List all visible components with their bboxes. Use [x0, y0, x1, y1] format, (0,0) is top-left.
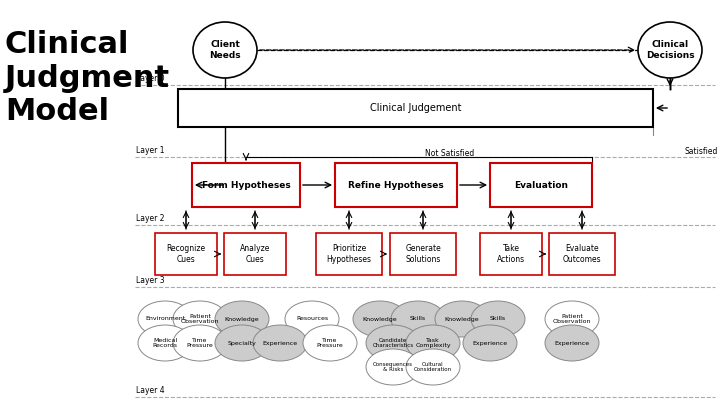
FancyBboxPatch shape — [192, 163, 300, 207]
Text: Prioritize
Hypotheses: Prioritize Hypotheses — [326, 244, 372, 264]
Text: Knowledge: Knowledge — [363, 316, 397, 322]
Ellipse shape — [406, 349, 460, 385]
Text: Experience: Experience — [554, 341, 590, 345]
Text: Layer 3: Layer 3 — [136, 276, 165, 285]
Text: Consequences
& Risks: Consequences & Risks — [373, 362, 413, 373]
Text: Client
Needs: Client Needs — [210, 40, 240, 60]
Text: Experience: Experience — [472, 341, 508, 345]
FancyBboxPatch shape — [390, 233, 456, 275]
Text: Evaluation: Evaluation — [514, 181, 568, 190]
Text: Patient
Observation: Patient Observation — [181, 313, 220, 324]
Text: Skills: Skills — [490, 316, 506, 322]
FancyBboxPatch shape — [335, 163, 457, 207]
Ellipse shape — [406, 325, 460, 361]
Text: Refine Hypotheses: Refine Hypotheses — [348, 181, 444, 190]
Ellipse shape — [215, 301, 269, 337]
Text: Experience: Experience — [262, 341, 297, 345]
Text: Take
Actions: Take Actions — [497, 244, 525, 264]
Text: Layer 0: Layer 0 — [136, 74, 165, 83]
Ellipse shape — [435, 301, 489, 337]
Ellipse shape — [545, 325, 599, 361]
Ellipse shape — [638, 22, 702, 78]
Text: Environment: Environment — [145, 316, 185, 322]
Text: Evaluate
Outcomes: Evaluate Outcomes — [563, 244, 601, 264]
Text: Task
Complexity: Task Complexity — [415, 338, 451, 348]
Ellipse shape — [215, 325, 269, 361]
Ellipse shape — [463, 325, 517, 361]
Text: Knowledge: Knowledge — [225, 316, 259, 322]
Ellipse shape — [138, 301, 192, 337]
Ellipse shape — [285, 301, 339, 337]
Text: Clinical Judgement: Clinical Judgement — [370, 103, 462, 113]
Text: Layer 1: Layer 1 — [136, 146, 164, 155]
FancyBboxPatch shape — [549, 233, 615, 275]
FancyBboxPatch shape — [480, 233, 542, 275]
FancyBboxPatch shape — [316, 233, 382, 275]
Text: Layer 2: Layer 2 — [136, 214, 164, 223]
Text: Patient
Observation: Patient Observation — [553, 313, 591, 324]
Text: Generate
Solutions: Generate Solutions — [405, 244, 441, 264]
FancyBboxPatch shape — [224, 233, 286, 275]
Text: Satisfied: Satisfied — [685, 147, 718, 156]
Ellipse shape — [193, 22, 257, 78]
Text: Recognize
Cues: Recognize Cues — [166, 244, 206, 264]
Ellipse shape — [353, 301, 407, 337]
Text: Analyze
Cues: Analyze Cues — [240, 244, 270, 264]
Ellipse shape — [303, 325, 357, 361]
Text: Time
Pressure: Time Pressure — [317, 338, 343, 348]
Text: Knowledge: Knowledge — [445, 316, 480, 322]
Text: Resources: Resources — [296, 316, 328, 322]
Ellipse shape — [253, 325, 307, 361]
Text: Not Satisfied: Not Satisfied — [426, 149, 474, 158]
FancyBboxPatch shape — [178, 89, 653, 127]
Ellipse shape — [545, 301, 599, 337]
Text: Time
Pressure: Time Pressure — [186, 338, 213, 348]
Ellipse shape — [173, 301, 227, 337]
Text: Cultural
Consideration: Cultural Consideration — [414, 362, 452, 373]
Text: Specialty: Specialty — [228, 341, 256, 345]
Text: Clinical
Judgment
Model: Clinical Judgment Model — [5, 30, 170, 126]
Ellipse shape — [366, 325, 420, 361]
Text: Medical
Records: Medical Records — [153, 338, 178, 348]
FancyBboxPatch shape — [490, 163, 592, 207]
Text: Skills: Skills — [410, 316, 426, 322]
Text: Form Hypotheses: Form Hypotheses — [202, 181, 290, 190]
Ellipse shape — [173, 325, 227, 361]
Ellipse shape — [366, 349, 420, 385]
Ellipse shape — [391, 301, 445, 337]
Ellipse shape — [138, 325, 192, 361]
Ellipse shape — [471, 301, 525, 337]
Text: Clinical
Decisions: Clinical Decisions — [646, 40, 694, 60]
FancyBboxPatch shape — [155, 233, 217, 275]
Text: Candidate
Characteristics: Candidate Characteristics — [372, 338, 413, 348]
Text: Layer 4: Layer 4 — [136, 386, 165, 395]
